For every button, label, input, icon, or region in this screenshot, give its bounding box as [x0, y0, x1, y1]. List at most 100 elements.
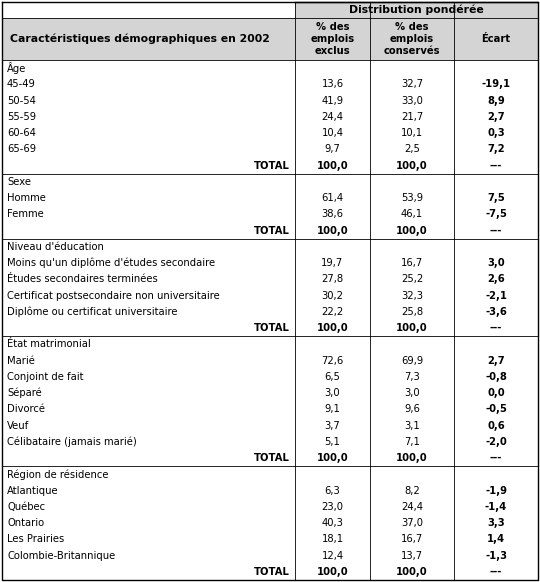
- Text: 9,1: 9,1: [325, 404, 340, 414]
- Text: Écart: Écart: [482, 34, 510, 44]
- Text: 100,0: 100,0: [316, 453, 348, 463]
- Text: 100,0: 100,0: [316, 323, 348, 333]
- Text: -1,4: -1,4: [485, 502, 507, 512]
- Text: -0,8: -0,8: [485, 372, 507, 382]
- Text: 38,6: 38,6: [321, 210, 343, 219]
- Text: 10,4: 10,4: [321, 128, 343, 138]
- Text: % des
emplois
exclus: % des emplois exclus: [310, 22, 355, 56]
- Text: % des
emplois
conservés: % des emplois conservés: [384, 22, 440, 56]
- Text: 16,7: 16,7: [401, 534, 423, 544]
- Text: -0,5: -0,5: [485, 404, 507, 414]
- Text: -1,9: -1,9: [485, 485, 507, 496]
- Text: -19,1: -19,1: [482, 79, 510, 90]
- Text: TOTAL: TOTAL: [254, 453, 290, 463]
- Text: 8,9: 8,9: [487, 95, 505, 105]
- Text: 3,3: 3,3: [487, 518, 505, 528]
- Text: TOTAL: TOTAL: [254, 323, 290, 333]
- Text: 16,7: 16,7: [401, 258, 423, 268]
- Text: TOTAL: TOTAL: [254, 226, 290, 236]
- Text: Certificat postsecondaire non universitaire: Certificat postsecondaire non universita…: [7, 290, 220, 301]
- Text: 100,0: 100,0: [396, 453, 428, 463]
- Text: Caractéristiques démographiques en 2002: Caractéristiques démographiques en 2002: [10, 34, 270, 44]
- Text: Homme: Homme: [7, 193, 46, 203]
- Text: 23,0: 23,0: [321, 502, 343, 512]
- Text: Colombie-Britannique: Colombie-Britannique: [7, 551, 115, 560]
- Text: -7,5: -7,5: [485, 210, 507, 219]
- Text: 45-49: 45-49: [7, 79, 36, 90]
- Text: Veuf: Veuf: [7, 421, 29, 431]
- Text: 7,5: 7,5: [487, 193, 505, 203]
- Text: 2,7: 2,7: [487, 356, 505, 365]
- Text: 3,7: 3,7: [325, 421, 340, 431]
- Text: 0,3: 0,3: [487, 128, 505, 138]
- Text: 2,6: 2,6: [487, 274, 505, 285]
- Text: ---: ---: [490, 161, 502, 171]
- Text: 30,2: 30,2: [321, 290, 343, 301]
- Text: ---: ---: [490, 453, 502, 463]
- Text: 32,7: 32,7: [401, 79, 423, 90]
- Text: 37,0: 37,0: [401, 518, 423, 528]
- Text: 40,3: 40,3: [321, 518, 343, 528]
- Text: 9,6: 9,6: [404, 404, 420, 414]
- Text: 13,7: 13,7: [401, 551, 423, 560]
- Text: Marié: Marié: [7, 356, 35, 365]
- Text: 33,0: 33,0: [401, 95, 423, 105]
- Text: Femme: Femme: [7, 210, 44, 219]
- Text: 0,6: 0,6: [487, 421, 505, 431]
- Text: 100,0: 100,0: [396, 161, 428, 171]
- Text: 3,1: 3,1: [404, 421, 420, 431]
- Bar: [295, 2, 538, 18]
- Text: État matrimonial: État matrimonial: [7, 339, 91, 349]
- Text: Célibataire (jamais marié): Célibataire (jamais marié): [7, 436, 137, 447]
- Text: 46,1: 46,1: [401, 210, 423, 219]
- Text: 0,0: 0,0: [487, 388, 505, 398]
- Text: ---: ---: [490, 323, 502, 333]
- Bar: [2, 18, 538, 60]
- Text: -2,0: -2,0: [485, 437, 507, 447]
- Text: -3,6: -3,6: [485, 307, 507, 317]
- Text: Divorcé: Divorcé: [7, 404, 45, 414]
- Text: 7,3: 7,3: [404, 372, 420, 382]
- Text: ---: ---: [490, 567, 502, 577]
- Text: 19,7: 19,7: [321, 258, 343, 268]
- Text: Ontario: Ontario: [7, 518, 44, 528]
- Text: 55-59: 55-59: [7, 112, 36, 122]
- Text: 24,4: 24,4: [321, 112, 343, 122]
- Text: 10,1: 10,1: [401, 128, 423, 138]
- Text: 32,3: 32,3: [401, 290, 423, 301]
- Text: Niveau d'éducation: Niveau d'éducation: [7, 242, 104, 252]
- Text: 69,9: 69,9: [401, 356, 423, 365]
- Text: Les Prairies: Les Prairies: [7, 534, 64, 544]
- Text: 60-64: 60-64: [7, 128, 36, 138]
- Text: 8,2: 8,2: [404, 485, 420, 496]
- Text: 25,2: 25,2: [401, 274, 423, 285]
- Text: 1,4: 1,4: [487, 534, 505, 544]
- Text: 6,3: 6,3: [325, 485, 340, 496]
- Text: 25,8: 25,8: [401, 307, 423, 317]
- Text: 53,9: 53,9: [401, 193, 423, 203]
- Text: TOTAL: TOTAL: [254, 567, 290, 577]
- Text: Atlantique: Atlantique: [7, 485, 59, 496]
- Text: 100,0: 100,0: [396, 567, 428, 577]
- Text: 9,7: 9,7: [325, 144, 340, 154]
- Text: 61,4: 61,4: [321, 193, 343, 203]
- Text: 18,1: 18,1: [321, 534, 343, 544]
- Text: Séparé: Séparé: [7, 388, 42, 398]
- Text: 2,5: 2,5: [404, 144, 420, 154]
- Text: 100,0: 100,0: [396, 226, 428, 236]
- Text: 7,1: 7,1: [404, 437, 420, 447]
- Text: 12,4: 12,4: [321, 551, 343, 560]
- Text: 65-69: 65-69: [7, 144, 36, 154]
- Text: 13,6: 13,6: [321, 79, 343, 90]
- Text: 2,7: 2,7: [487, 112, 505, 122]
- Text: Distribution pondérée: Distribution pondérée: [349, 5, 484, 15]
- Text: 100,0: 100,0: [316, 567, 348, 577]
- Text: 3,0: 3,0: [325, 388, 340, 398]
- Text: TOTAL: TOTAL: [254, 161, 290, 171]
- Text: 27,8: 27,8: [321, 274, 343, 285]
- Text: ---: ---: [490, 226, 502, 236]
- Text: Moins qu'un diplôme d'études secondaire: Moins qu'un diplôme d'études secondaire: [7, 258, 215, 268]
- Text: Études secondaires terminées: Études secondaires terminées: [7, 274, 158, 285]
- Text: 100,0: 100,0: [316, 226, 348, 236]
- Text: 100,0: 100,0: [396, 323, 428, 333]
